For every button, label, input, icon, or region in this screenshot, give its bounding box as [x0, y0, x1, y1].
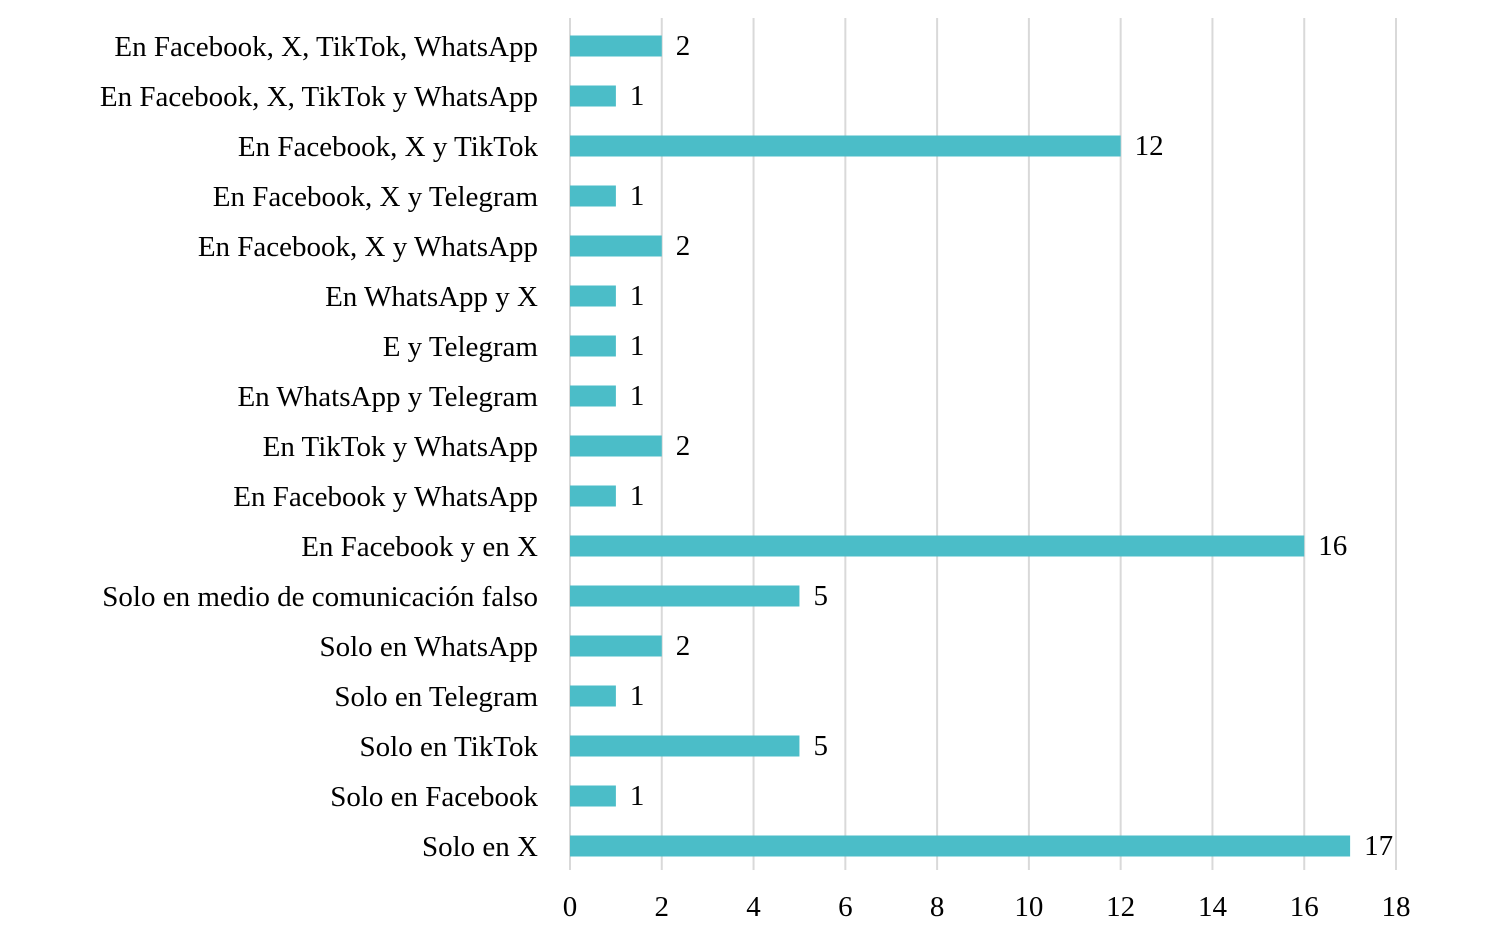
- data-label: 1: [630, 480, 645, 512]
- category-label: Solo en WhatsApp: [319, 631, 538, 663]
- category-label: Solo en Telegram: [334, 681, 538, 713]
- x-tick-label: 6: [838, 891, 853, 923]
- category-label: En Facebook, X y WhatsApp: [198, 231, 538, 263]
- x-tick-label: 14: [1198, 891, 1228, 923]
- x-tick-label: 0: [563, 891, 578, 923]
- category-label: En Facebook, X y TikTok: [238, 131, 539, 163]
- x-tick-label: 8: [930, 891, 945, 923]
- data-label: 1: [630, 780, 645, 812]
- bar: [570, 585, 800, 607]
- x-tick-label: 4: [746, 891, 761, 923]
- data-label: 2: [676, 30, 691, 62]
- bar: [570, 235, 662, 257]
- category-labels: En Facebook, X, TikTok, WhatsApp En Faceb…: [100, 31, 539, 863]
- category-label: En Facebook, X y Telegram: [213, 181, 539, 213]
- data-label: 5: [813, 580, 828, 612]
- data-label: 1: [630, 680, 645, 712]
- gridlines: [569, 18, 1397, 870]
- bar: [570, 535, 1305, 557]
- x-tick-label: 16: [1290, 891, 1319, 923]
- bar: [570, 735, 800, 757]
- bar: [570, 135, 1121, 157]
- data-label: 5: [813, 730, 828, 762]
- bar: [570, 85, 616, 107]
- category-label: En TikTok y WhatsApp: [263, 431, 538, 463]
- data-label: 2: [676, 430, 691, 462]
- x-axis-ticks: 0 2 4 6 8 10 12 14 16 18: [563, 891, 1411, 923]
- x-tick-label: 18: [1382, 891, 1411, 923]
- category-label: En WhatsApp y X: [325, 281, 538, 313]
- data-label: 16: [1318, 530, 1347, 562]
- x-tick-label: 12: [1106, 891, 1135, 923]
- data-label: 2: [676, 630, 691, 662]
- bar: [570, 485, 616, 507]
- bar: [570, 635, 662, 657]
- data-label: 1: [630, 380, 645, 412]
- category-label: En Facebook, X, TikTok, WhatsApp: [114, 31, 538, 63]
- data-label: 1: [630, 280, 645, 312]
- x-tick-label: 2: [655, 891, 670, 923]
- data-label: 2: [676, 230, 691, 262]
- data-label: 1: [630, 80, 645, 112]
- category-label: En Facebook, X, TikTok y WhatsApp: [100, 81, 538, 113]
- category-label: En Facebook y en X: [301, 531, 538, 563]
- bar: [570, 685, 616, 707]
- bar: [570, 185, 616, 207]
- bar: [570, 335, 616, 357]
- category-label: E y Telegram: [383, 331, 539, 363]
- bar: [570, 285, 616, 307]
- data-label: 1: [630, 330, 645, 362]
- category-label: Solo en X: [422, 831, 538, 863]
- data-label: 17: [1364, 830, 1393, 862]
- bar: [570, 835, 1351, 857]
- bar: [570, 35, 662, 57]
- bars: [570, 35, 1351, 857]
- data-label: 12: [1135, 130, 1164, 162]
- category-label: Solo en medio de comunicación falso: [102, 581, 538, 613]
- category-label: En WhatsApp y Telegram: [237, 381, 538, 413]
- category-label: Solo en TikTok: [360, 731, 539, 763]
- category-label: En Facebook y WhatsApp: [233, 481, 538, 513]
- bar: [570, 785, 616, 807]
- x-tick-label: 10: [1014, 891, 1043, 923]
- bar: [570, 435, 662, 457]
- bar: [570, 385, 616, 407]
- data-label: 1: [630, 180, 645, 212]
- category-label: Solo en Facebook: [330, 781, 538, 813]
